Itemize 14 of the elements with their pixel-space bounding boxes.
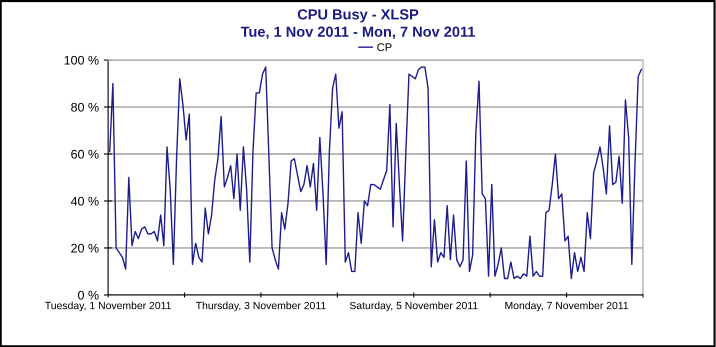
x-tick-label: Thursday, 3 November 2011 xyxy=(196,302,326,312)
line-series xyxy=(109,66,642,280)
y-tick-label: 40 % xyxy=(70,196,99,206)
y-tick-label: 60 % xyxy=(71,150,99,159)
y-tick-label: 100 % xyxy=(64,56,99,65)
x-tick-label: Saturday, 5 November 2011 xyxy=(350,302,478,312)
legend-label: CP xyxy=(377,43,392,52)
x-tick-label: Monday, 7 November 2011 xyxy=(505,302,628,312)
chart-title: CPU Busy - XLSP xyxy=(298,9,418,22)
y-tick-label: 80 % xyxy=(71,102,99,112)
x-tick-label: Tuesday, 1 November 2011 xyxy=(45,302,171,312)
chart-subtitle: Tue, 1 Nov 2011 - Mon, 7 Nov 2011 xyxy=(240,26,475,39)
y-tick-label: 20 % xyxy=(71,244,99,253)
y-tick-label: 0 % xyxy=(78,290,99,300)
